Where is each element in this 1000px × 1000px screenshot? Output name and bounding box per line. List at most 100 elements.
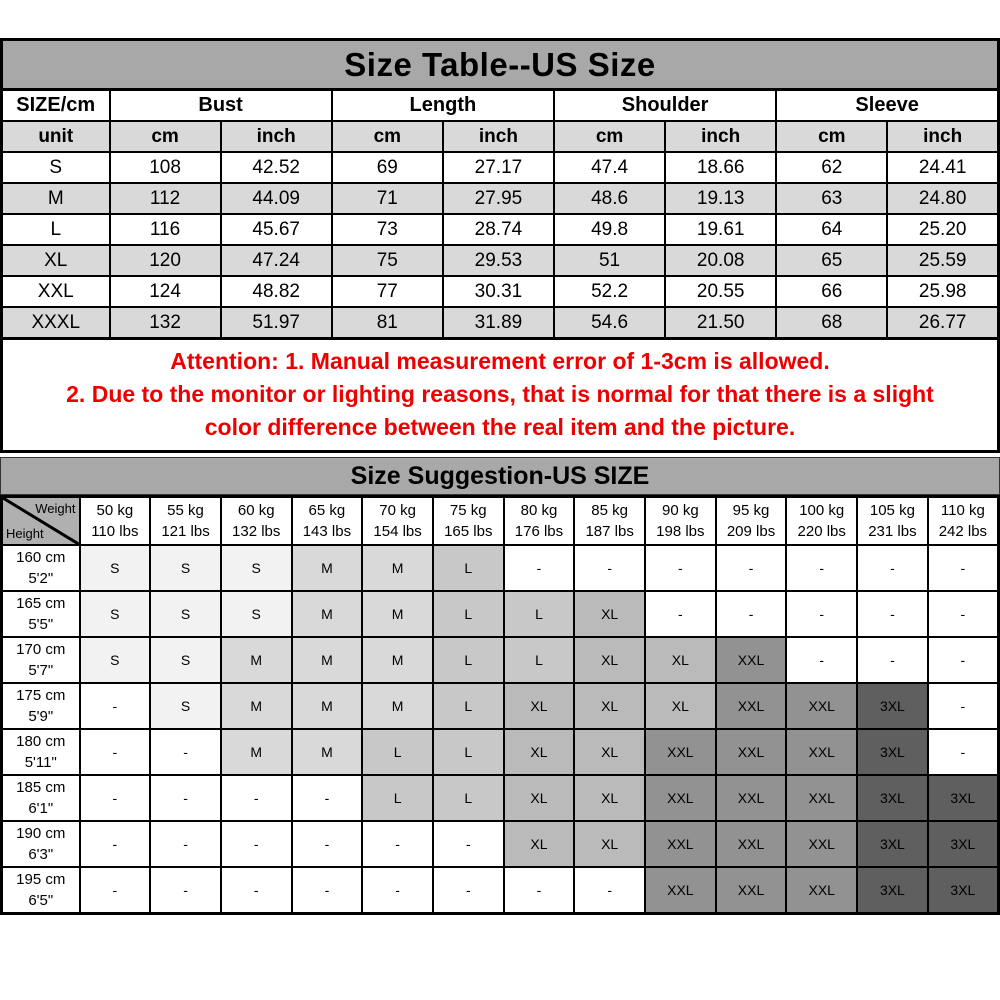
measurement-value-cell: 27.17	[441, 151, 556, 184]
weight-kg-label: 100 kg	[799, 502, 845, 519]
recommended-size-cell: XXL	[714, 774, 788, 822]
measurement-group-header: Shoulder	[552, 88, 778, 122]
recommended-size-cell: L	[431, 544, 505, 592]
weight-lbs-label: 143 lbs	[302, 523, 352, 540]
size-chart-page: Size Table--US Size SIZE/cm Bust Length Sho…	[0, 38, 1000, 915]
measurement-group-header: Sleeve	[775, 88, 1000, 122]
no-size-cell: -	[573, 544, 646, 592]
no-size-cell: -	[78, 682, 152, 730]
recommended-size-cell: 3XL	[926, 866, 1000, 915]
measurement-value-cell: 26.77	[886, 306, 1000, 340]
measurement-value-cell: 48.82	[219, 275, 333, 308]
weight-lbs-label: 198 lbs	[656, 523, 705, 540]
weight-lbs-label: 154 lbs	[373, 523, 422, 540]
height-cm-label: 175 cm	[16, 687, 66, 704]
measurement-value-cell: 77	[330, 275, 444, 308]
height-cm-label: 165 cm	[16, 595, 66, 612]
measurement-value-cell: 29.53	[441, 244, 556, 277]
no-size-cell: -	[926, 728, 1000, 776]
measurement-value-cell: 52.2	[552, 275, 667, 308]
no-size-cell: -	[219, 820, 293, 868]
height-cm-label: 185 cm	[16, 779, 66, 796]
measurement-value-cell: 108	[108, 151, 222, 184]
height-ft-label: 5'11"	[24, 754, 57, 771]
measurement-value-cell: 112	[108, 182, 222, 215]
measurement-value-cell: 24.80	[886, 182, 1000, 215]
no-size-cell: -	[926, 636, 1000, 684]
no-size-cell: -	[78, 866, 152, 915]
measurement-value-cell: 120	[108, 244, 222, 277]
height-label-cell: 180 cm 5'11"	[0, 728, 81, 776]
recommended-size-cell: M	[361, 544, 434, 592]
recommended-size-cell: XL	[644, 636, 717, 684]
no-size-cell: -	[502, 866, 576, 915]
measurement-value-cell: 42.52	[219, 151, 333, 184]
recommended-size-cell: XL	[573, 590, 646, 638]
attention-line-1: Attention: 1. Manual measurement error o…	[170, 348, 830, 374]
unit-cell: inch	[219, 120, 333, 153]
recommended-size-cell: XXL	[785, 774, 859, 822]
measurement-header-row: SIZE/cm Bust Length Shoulder Sleeve	[0, 88, 1000, 122]
measurement-value-cell: 71	[330, 182, 444, 215]
no-size-cell: -	[785, 636, 859, 684]
weight-height-corner-cell: Weight Height	[0, 495, 81, 546]
weight-kg-label: 65 kg	[308, 502, 346, 519]
measurement-value-cell: 65	[775, 244, 889, 277]
measurement-value-cell: 44.09	[219, 182, 333, 215]
recommended-size-cell: M	[361, 682, 434, 730]
recommended-size-cell: M	[219, 728, 293, 776]
measurement-value-cell: 62	[775, 151, 889, 184]
weight-kg-label: 70 kg	[379, 502, 416, 519]
measurement-value-cell: 31.89	[441, 306, 556, 340]
measurement-value-cell: 51.97	[219, 306, 333, 340]
recommended-size-cell: XXL	[644, 820, 717, 868]
no-size-cell: -	[431, 866, 505, 915]
measurement-value-cell: 25.20	[886, 213, 1000, 246]
recommended-size-cell: XXL	[785, 682, 859, 730]
recommended-size-cell: XL	[573, 728, 646, 776]
size-label-cell: XXXL	[0, 306, 111, 340]
measurement-value-cell: 116	[108, 213, 222, 246]
weight-header-cell: 105 kg 231 lbs	[856, 495, 929, 546]
recommended-size-cell: XXL	[785, 728, 859, 776]
recommended-size-cell: S	[219, 590, 293, 638]
height-label-cell: 195 cm 6'5"	[0, 866, 81, 915]
corner-weight-label: Weight	[35, 501, 76, 516]
measurement-value-cell: 75	[330, 244, 444, 277]
recommended-size-cell: 3XL	[926, 820, 1000, 868]
unit-cell: cm	[108, 120, 222, 153]
recommended-size-cell: XXL	[714, 866, 788, 915]
weight-header-cell: 60 kg 132 lbs	[219, 495, 293, 546]
weight-kg-label: 110 kg	[940, 502, 985, 519]
weight-lbs-label: 165 lbs	[444, 523, 493, 540]
unit-row: unit cm inch cm inch cm inch cm inch	[0, 120, 1000, 153]
suggestion-row: 190 cm 6'3" - - - - - - XL XL XXL XXL XXL 3XL 3XL	[0, 820, 1000, 868]
weight-header-cell: 80 kg 176 lbs	[502, 495, 576, 546]
unit-cell: cm	[775, 120, 889, 153]
recommended-size-cell: S	[78, 636, 152, 684]
weight-lbs-label: 110 lbs	[91, 523, 139, 540]
recommended-size-cell: XL	[573, 820, 646, 868]
no-size-cell: -	[856, 544, 929, 592]
recommended-size-cell: M	[219, 636, 293, 684]
no-size-cell: -	[856, 590, 929, 638]
recommended-size-cell: L	[502, 590, 576, 638]
suggestion-row: 160 cm 5'2" S S S M M L - - - - - - -	[0, 544, 1000, 592]
weight-kg-label: 105 kg	[869, 502, 915, 519]
measurement-value-cell: 68	[775, 306, 889, 340]
weight-lbs-label: 187 lbs	[585, 523, 634, 540]
weight-lbs-label: 231 lbs	[868, 523, 917, 540]
recommended-size-cell: XXL	[644, 728, 717, 776]
weight-kg-label: 85 kg	[591, 502, 628, 519]
recommended-size-cell: XL	[644, 682, 717, 730]
recommended-size-cell: XL	[502, 774, 576, 822]
unit-cell: cm	[330, 120, 444, 153]
height-ft-label: 5'2"	[28, 570, 54, 587]
recommended-size-cell: XL	[573, 774, 646, 822]
weight-kg-label: 55 kg	[167, 502, 204, 519]
weight-lbs-label: 209 lbs	[726, 523, 776, 540]
recommended-size-cell: XL	[502, 682, 576, 730]
weight-kg-label: 75 kg	[449, 502, 487, 519]
measurement-value-cell: 54.6	[552, 306, 667, 340]
height-ft-label: 5'9"	[28, 708, 54, 725]
